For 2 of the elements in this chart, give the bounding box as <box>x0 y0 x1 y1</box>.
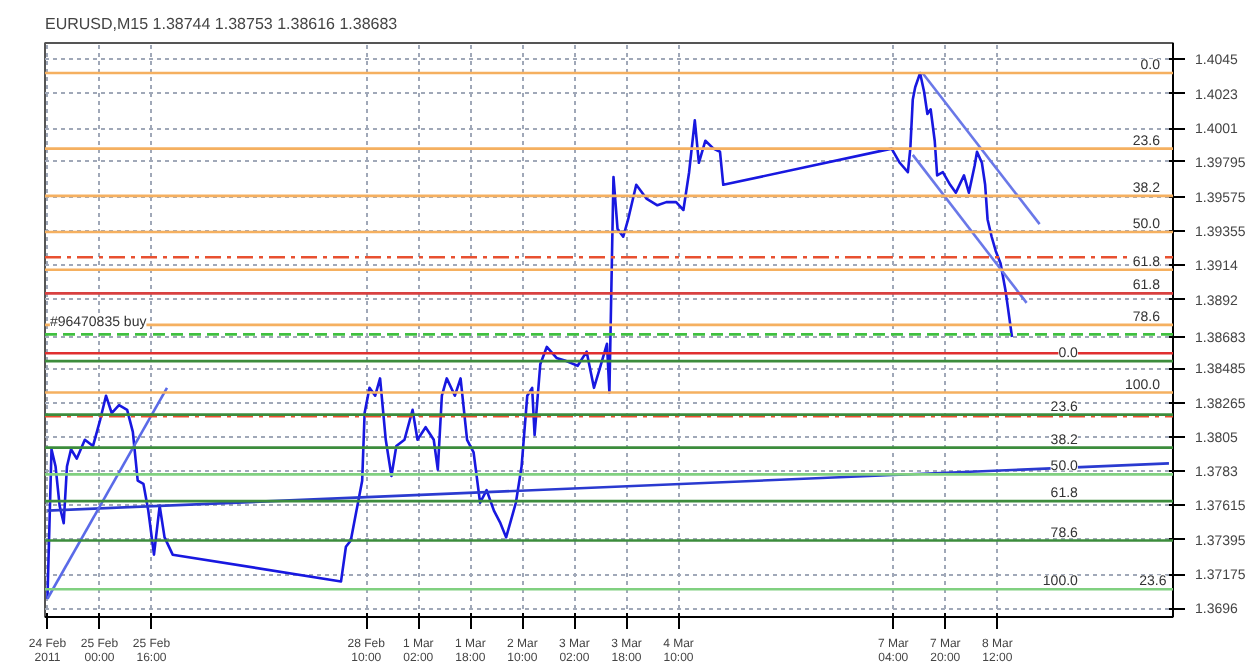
chart-title: EURUSD,M15 1.38744 1.38753 1.38616 1.38683 <box>45 15 399 33</box>
line-series <box>46 71 1014 601</box>
